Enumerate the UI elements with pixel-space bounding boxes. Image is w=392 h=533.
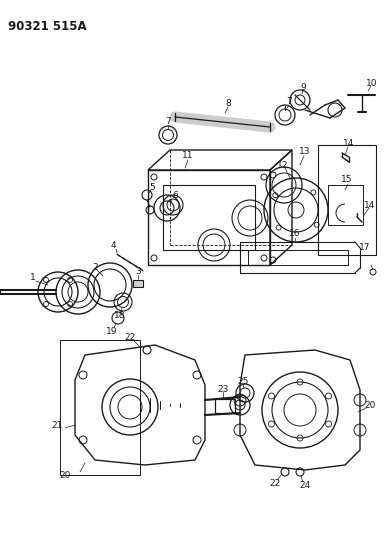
Text: 16: 16 — [289, 230, 301, 238]
Text: 4: 4 — [110, 241, 116, 251]
Text: 5: 5 — [149, 182, 155, 191]
Text: 10: 10 — [366, 78, 378, 87]
Text: 13: 13 — [299, 148, 311, 157]
Text: 21: 21 — [51, 421, 63, 430]
Text: 18: 18 — [114, 311, 126, 320]
Text: 20: 20 — [364, 400, 376, 409]
Text: 20: 20 — [59, 471, 71, 480]
Polygon shape — [133, 280, 143, 287]
Bar — [60, 340, 140, 475]
Bar — [318, 145, 376, 255]
Text: 22: 22 — [269, 479, 281, 488]
Text: 15: 15 — [341, 175, 353, 184]
Text: 90321 515A: 90321 515A — [8, 20, 87, 33]
Text: 8: 8 — [225, 100, 231, 109]
Text: 6: 6 — [172, 191, 178, 200]
Bar — [328, 185, 363, 225]
Text: 19: 19 — [106, 327, 118, 336]
Text: 14: 14 — [343, 139, 355, 148]
Text: 23: 23 — [217, 384, 229, 393]
Text: 22: 22 — [124, 333, 136, 342]
Text: 11: 11 — [182, 150, 194, 159]
Text: 24: 24 — [299, 481, 310, 489]
Text: 17: 17 — [359, 244, 371, 253]
Text: 7: 7 — [165, 117, 171, 126]
Text: 12: 12 — [277, 160, 289, 169]
Text: 9: 9 — [300, 83, 306, 92]
Bar — [215, 399, 235, 413]
Text: 7: 7 — [286, 98, 292, 107]
Text: 14: 14 — [364, 200, 376, 209]
Text: 25: 25 — [237, 376, 249, 385]
Text: 2: 2 — [92, 262, 98, 271]
Text: 1: 1 — [30, 273, 36, 282]
Text: 3: 3 — [135, 268, 141, 277]
